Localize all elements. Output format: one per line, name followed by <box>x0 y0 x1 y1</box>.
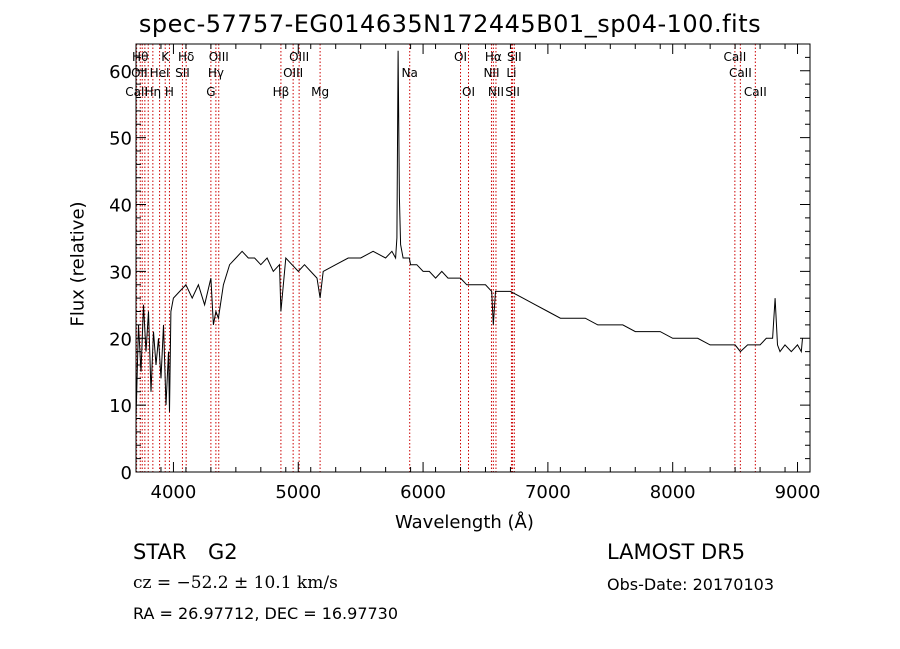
y-axis-ticks: 0 10 20 30 40 50 60 <box>109 43 810 484</box>
line-marker-label: Mg <box>311 85 329 99</box>
spectrum-line <box>135 50 803 419</box>
y-tick-label: 60 <box>109 62 132 83</box>
y-axis-label: Flux (relative) <box>67 201 89 327</box>
line-marker-label: CaII <box>723 50 746 64</box>
x-tick-label: 6000 <box>400 482 446 503</box>
ra-dec-coordinates: RA = 26.97712, DEC = 16.97730 <box>133 604 399 623</box>
line-marker-label: Hα <box>485 50 502 64</box>
y-tick-label: 50 <box>109 129 132 150</box>
plot-frame <box>135 43 811 473</box>
survey-name: LAMOST DR5 <box>607 540 746 564</box>
x-tick-label: 9000 <box>775 482 821 503</box>
line-marker-label: OIII <box>289 50 309 64</box>
line-marker-label: Na <box>402 66 418 80</box>
line-marker-label: SII <box>507 50 522 64</box>
line-marker-label: OI <box>462 85 475 99</box>
x-axis-ticks: 4000 5000 6000 7000 8000 9000 <box>135 44 821 503</box>
x-axis-label: Wavelength (Å) <box>395 512 534 533</box>
line-marker-label: OII <box>131 66 148 80</box>
line-marker-label: Hβ <box>273 85 290 99</box>
object-subclass: G2 <box>208 540 238 564</box>
line-marker-label: SII <box>505 85 520 99</box>
y-tick-label: 20 <box>109 329 132 350</box>
y-tick-label: 30 <box>109 262 132 283</box>
line-marker-label: NII <box>483 66 499 80</box>
observation-date: Obs-Date: 20170103 <box>607 575 775 594</box>
object-class: STAR <box>133 540 187 564</box>
line-marker-label: Hη <box>145 85 162 99</box>
line-markers <box>136 44 756 472</box>
line-marker-label: H <box>165 85 174 99</box>
line-marker-label: CaII <box>744 85 767 99</box>
y-tick-label: 40 <box>109 196 132 217</box>
line-marker-label: OI <box>454 50 467 64</box>
line-marker-label: Hδ <box>178 50 194 64</box>
line-marker-label: K <box>161 50 170 64</box>
line-marker-label: SII <box>175 66 190 80</box>
line-marker-label: Li <box>506 66 516 80</box>
redshift-velocity: cz = −52.2 ± 10.1 km/s <box>133 573 338 593</box>
chart-title: spec-57757-EG014635N172445B01_sp04-100.f… <box>138 10 762 38</box>
x-tick-label: 5000 <box>275 482 321 503</box>
y-tick-label: 0 <box>121 463 132 484</box>
x-tick-label: 7000 <box>525 482 571 503</box>
y-tick-label: 10 <box>109 396 132 417</box>
line-marker-label: CaII <box>729 66 752 80</box>
x-tick-label: 8000 <box>650 482 696 503</box>
line-marker-label: OIII <box>209 50 229 64</box>
line-marker-label: CaII <box>125 85 148 99</box>
line-marker-label: G <box>206 85 215 99</box>
line-marker-label: HeI <box>150 66 170 80</box>
line-marker-label: OIII <box>283 66 303 80</box>
x-tick-label: 4000 <box>151 482 197 503</box>
line-marker-label: NII <box>488 85 504 99</box>
line-marker-label: Hγ <box>208 66 224 80</box>
